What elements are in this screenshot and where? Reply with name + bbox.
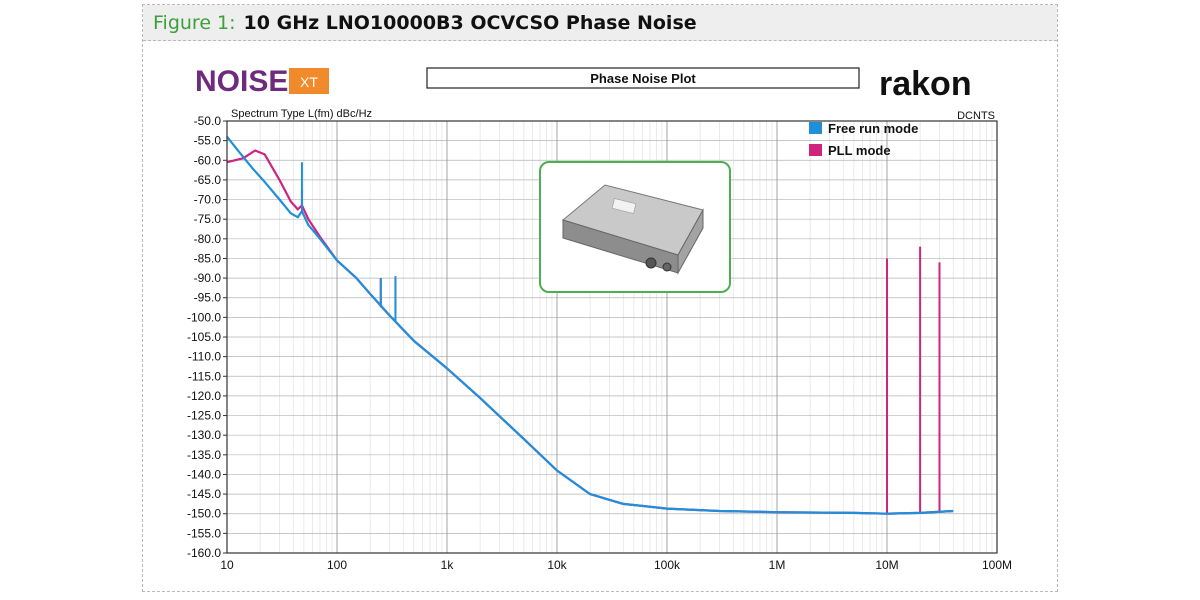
x-tick-label: 100	[327, 558, 347, 572]
y-tick-label: -130.0	[187, 428, 221, 442]
y-tick-label: -135.0	[187, 448, 221, 462]
figure-title: 10 GHz LNO10000B3 OCVCSO Phase Noise	[243, 12, 697, 34]
y-tick-label: -65.0	[194, 173, 222, 187]
legend-swatch-pll	[809, 144, 822, 156]
oscillator-label-sticker	[611, 198, 637, 214]
xt-badge	[289, 68, 329, 94]
legend-label-pll: PLL mode	[828, 143, 891, 158]
y-tick-label: -95.0	[194, 291, 222, 305]
plot-title: Phase Noise Plot	[590, 71, 696, 86]
rakon-logo: rakon	[879, 65, 972, 103]
y-tick-label: -50.0	[194, 114, 222, 128]
connector-port-2	[662, 262, 672, 272]
y-tick-label: -140.0	[187, 467, 221, 481]
y-tick-label: -80.0	[194, 232, 222, 246]
y-tick-label: -100.0	[187, 310, 221, 324]
xt-badge-text: XT	[300, 74, 318, 90]
y-tick-label: -85.0	[194, 251, 222, 265]
y-tick-label: -115.0	[188, 369, 221, 383]
x-tick-label: 10k	[547, 558, 567, 572]
product-photo	[539, 161, 731, 293]
dcnts-label: DCNTS	[957, 110, 995, 122]
y-tick-label: -150.0	[187, 507, 221, 521]
x-tick-label: 100M	[982, 558, 1012, 572]
noise-logo-text: NOISE	[195, 65, 288, 98]
noise-xt-logo: NOISE XT	[195, 65, 329, 98]
y-tick-label: -60.0	[194, 153, 222, 167]
legend-label-free-run: Free run mode	[828, 121, 918, 136]
x-tick-label: 100k	[654, 558, 681, 572]
phase-noise-chart: NOISE XT Phase Noise Plot rakon Spectrum…	[187, 65, 1012, 572]
x-tick-label: 10M	[875, 558, 898, 572]
x-tick-label: 1M	[769, 558, 786, 572]
y-tick-label: -110.0	[188, 350, 221, 364]
figure-label: Figure 1:	[153, 12, 236, 34]
x-tick-label: 10	[220, 558, 234, 572]
y-tick-label: -160.0	[187, 546, 221, 560]
legend-swatch-free-run	[809, 122, 822, 134]
y-tick-label: -55.0	[194, 134, 222, 148]
figure-caption: Figure 1: 10 GHz LNO10000B3 OCVCSO Phase …	[143, 5, 1057, 41]
plot-border	[226, 120, 998, 554]
y-tick-label: -70.0	[194, 193, 222, 207]
legend: Free run mode PLL mode	[809, 121, 918, 158]
y-tick-label: -145.0	[187, 487, 221, 501]
series-line-free-run	[226, 136, 954, 515]
y-tick-label: -120.0	[187, 389, 221, 403]
spectrum-type-label: Spectrum Type L(fm) dBc/Hz	[231, 108, 372, 120]
x-tick-label: 1k	[441, 558, 455, 572]
oscillator-side-face	[677, 208, 704, 275]
figure-frame: Figure 1: 10 GHz LNO10000B3 OCVCSO Phase …	[142, 4, 1058, 592]
connector-port-1	[645, 257, 657, 269]
y-tick-label: -155.0	[187, 526, 221, 540]
plot-title-box	[426, 67, 860, 89]
y-tick-label: -75.0	[194, 212, 222, 226]
y-tick-label: -90.0	[194, 271, 222, 285]
y-tick-label: -105.0	[187, 330, 221, 344]
y-tick-label: -125.0	[187, 409, 221, 423]
